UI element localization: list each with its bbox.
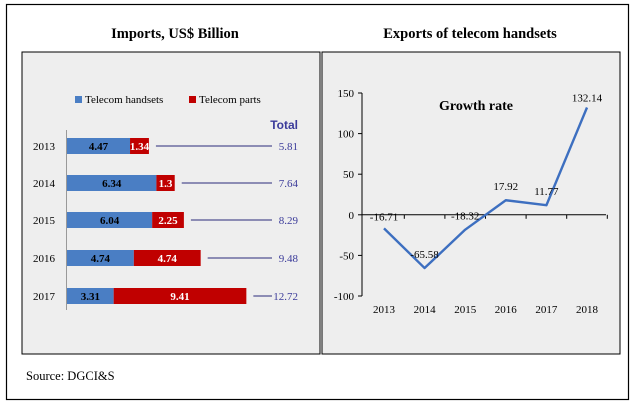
legend-swatch-handsets — [75, 96, 82, 103]
imports-legend: Telecom handsets Telecom parts — [75, 94, 261, 106]
year-label: 2015 — [33, 215, 56, 227]
y-tick-label: 100 — [338, 129, 355, 141]
bar-segment-parts — [133, 250, 201, 266]
bar-segment-handsets — [67, 138, 131, 154]
growth-rate-line — [383, 107, 589, 270]
total-value: 9.48 — [279, 253, 299, 265]
bar-segment-handsets — [67, 250, 134, 266]
growth-data-label: 17.92 — [493, 181, 518, 193]
imports-title: Imports, US$ Billion — [111, 26, 239, 42]
bar-value-label: 2.25 — [158, 215, 178, 227]
y-tick-label: 0 — [349, 210, 355, 222]
x-tick-label: 2013 — [373, 304, 396, 316]
x-tick-label: 2015 — [454, 304, 477, 316]
imports-bars: 2013 4.47 1.34 5.81 2014 6.34 1.3 7.64 2015 6.04 2… — [33, 138, 299, 304]
x-tick-label: 2014 — [414, 304, 437, 316]
bar-value-label: 4.47 — [89, 141, 109, 153]
total-value: 8.29 — [279, 215, 299, 227]
bar-segment-parts — [156, 175, 175, 191]
source-note: Source: DGCI&S — [26, 369, 115, 383]
bar-value-label: 6.34 — [102, 178, 122, 190]
growth-data-label: 132.14 — [572, 93, 603, 105]
bar-value-label: 1.34 — [130, 141, 150, 153]
exports-title: Exports of telecom handsets — [383, 26, 557, 42]
y-tick-label: -50 — [339, 250, 354, 262]
growth-rate-title: Growth rate — [439, 99, 513, 114]
total-value: 12.72 — [273, 291, 298, 303]
bar-segment-parts — [113, 288, 247, 304]
legend-label-parts: Telecom parts — [199, 94, 261, 106]
year-label: 2013 — [33, 141, 56, 153]
bar-segment-handsets — [67, 212, 153, 228]
year-label: 2014 — [33, 178, 56, 190]
bar-segment-handsets — [67, 288, 114, 304]
total-value: 7.64 — [279, 178, 299, 190]
bar-value-label: 6.04 — [100, 215, 120, 227]
growth-data-label: -65.58 — [410, 249, 439, 261]
x-tick-label: 2018 — [576, 304, 599, 316]
growth-data-label: -16.71 — [370, 211, 398, 223]
y-tick-label: 50 — [343, 169, 355, 181]
bar-value-label: 9.41 — [170, 291, 189, 303]
bar-value-label: 3.31 — [81, 291, 100, 303]
bar-value-label: 4.74 — [158, 253, 178, 265]
bar-segment-parts — [152, 212, 184, 228]
legend-swatch-parts — [189, 96, 196, 103]
year-label: 2016 — [33, 253, 56, 265]
growth-data-label: 11.77 — [534, 186, 559, 198]
total-value: 5.81 — [279, 141, 298, 153]
legend-label-handsets: Telecom handsets — [85, 94, 163, 106]
exports-panel — [321, 51, 621, 355]
y-tick-label: -100 — [334, 291, 355, 303]
y-tick-label: 150 — [338, 88, 355, 100]
bar-value-label: 1.3 — [159, 178, 173, 190]
growth-axes: 150 100 50 0 -50 -100 2013 2014 2015 2016 2017 2018 — [334, 88, 608, 316]
totals-heading: Total — [270, 118, 298, 132]
bar-segment-handsets — [67, 175, 157, 191]
growth-data-label: -18.32 — [451, 211, 479, 223]
bar-value-label: 4.74 — [91, 253, 111, 265]
bar-segment-parts — [130, 138, 149, 154]
x-tick-label: 2016 — [495, 304, 518, 316]
year-label: 2017 — [33, 291, 56, 303]
x-tick-label: 2017 — [535, 304, 558, 316]
growth-line-chart: -16.71 -65.58 -18.32 17.92 11.77 132.14 — [370, 93, 603, 270]
